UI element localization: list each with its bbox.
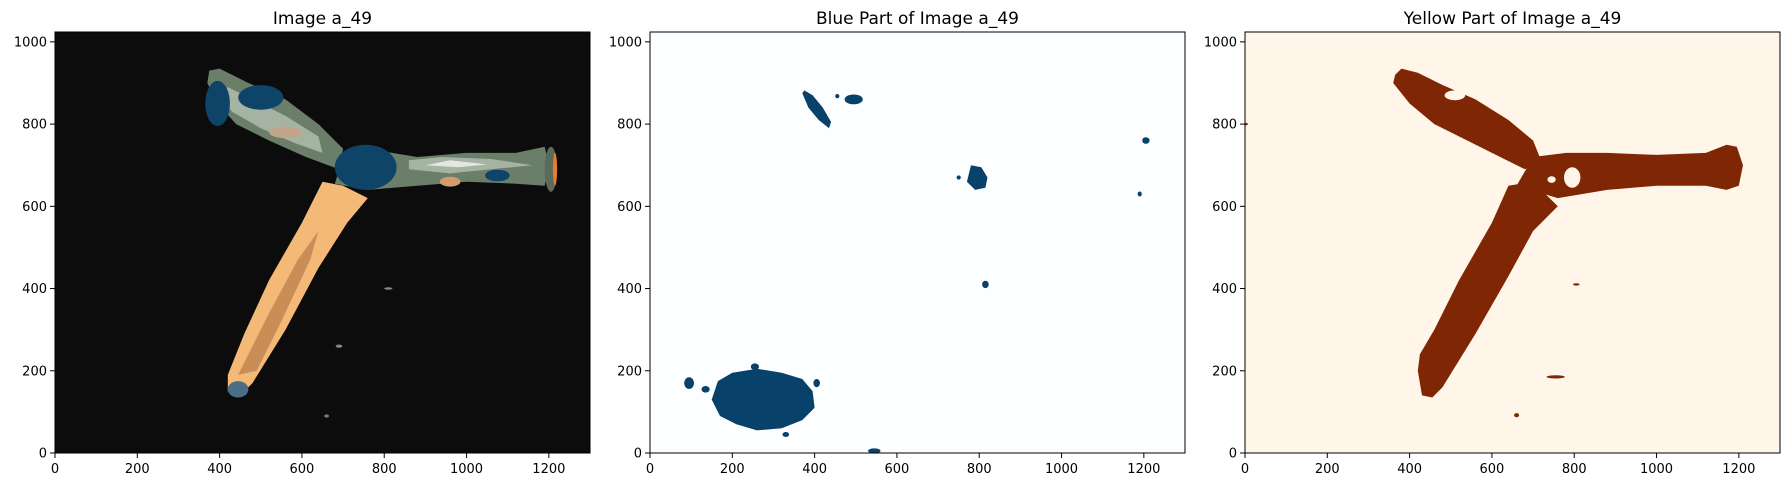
- blue-fleck: [750, 363, 760, 371]
- orange-edge: [552, 152, 558, 186]
- y-tick-label: 1000: [1204, 35, 1237, 50]
- mask-upper-blade: [1417, 181, 1558, 398]
- blue-fleck: [982, 280, 989, 289]
- x-tick-label: 800: [372, 462, 397, 477]
- y-tick-label: 400: [22, 282, 47, 297]
- blue-tip: [227, 381, 249, 398]
- speckle: [324, 414, 330, 418]
- mask-fleck: [1573, 283, 1580, 286]
- y-tick-label: 1000: [609, 35, 642, 50]
- mask-fleck: [1546, 375, 1565, 379]
- y-tick-label: 600: [22, 200, 47, 215]
- blue-region: [238, 85, 284, 110]
- blue-blob: [802, 90, 832, 129]
- mask-fleck: [1245, 122, 1248, 126]
- x-tick-label: 800: [1562, 462, 1587, 477]
- x-tick-label: 1200: [1127, 462, 1160, 477]
- blue-fleck: [868, 448, 881, 453]
- x-tick-label: 1000: [450, 462, 483, 477]
- blue-fleck: [813, 379, 820, 388]
- mask-content: [684, 90, 1150, 453]
- x-tick-label: 200: [720, 462, 745, 477]
- x-tick-label: 0: [51, 462, 59, 477]
- axis-ticks: 0 200 400 600 800 1000 1200 0 200 400 600 800 1000: [609, 35, 1160, 477]
- speckle: [384, 287, 393, 290]
- x-tick-label: 1000: [1045, 462, 1078, 477]
- y-tick-label: 200: [617, 364, 642, 379]
- y-tick-label: 400: [1212, 282, 1237, 297]
- x-tick-label: 0: [1241, 462, 1249, 477]
- blue-fleck: [701, 386, 710, 393]
- blue-blob-main: [711, 368, 815, 431]
- mask-lower-blade: [1393, 68, 1542, 170]
- blue-fleck: [1137, 191, 1142, 197]
- x-tick-label: 1200: [1722, 462, 1755, 477]
- mask-fleck: [1514, 413, 1520, 418]
- y-tick-label: 600: [617, 200, 642, 215]
- x-tick-label: 400: [802, 462, 827, 477]
- mask-hole: [1444, 90, 1466, 101]
- panel-title: Blue Part of Image a_49: [816, 9, 1019, 29]
- blue-blob: [966, 165, 988, 190]
- panel-title: Yellow Part of Image a_49: [1403, 9, 1622, 29]
- x-tick-label: 400: [207, 462, 232, 477]
- x-tick-label: 200: [125, 462, 150, 477]
- x-tick-label: 800: [967, 462, 992, 477]
- panel-yellow-part: Yellow Part of Image a_49 0 200 400 600 800 1…: [1204, 9, 1781, 477]
- panel-title: Image a_49: [273, 9, 372, 29]
- mask-hole: [1547, 176, 1556, 183]
- y-tick-label: 200: [1212, 364, 1237, 379]
- blue-region: [205, 80, 230, 127]
- y-tick-label: 600: [1212, 200, 1237, 215]
- x-tick-label: 1200: [532, 462, 565, 477]
- y-tick-label: 800: [617, 118, 642, 133]
- y-tick-label: 0: [1229, 447, 1237, 462]
- panel-blue-part: Blue Part of Image a_49 0 200 400 600 800 100…: [609, 9, 1186, 477]
- panel-original-image: Image a_49 0 200 400 600 800 1000 1200 0 200 400 6…: [14, 9, 591, 477]
- blue-fleck: [684, 377, 694, 389]
- x-tick-label: 200: [1315, 462, 1340, 477]
- blue-fleck: [835, 94, 840, 99]
- y-tick-label: 0: [39, 447, 47, 462]
- x-tick-label: 600: [1480, 462, 1505, 477]
- blue-fleck: [1142, 137, 1150, 144]
- x-tick-label: 600: [290, 462, 315, 477]
- x-tick-label: 400: [1397, 462, 1422, 477]
- tan-streak: [269, 126, 302, 139]
- pale-highlight: [425, 160, 488, 168]
- mask-content: [1245, 68, 1743, 418]
- axis-ticks: 0 200 400 600 800 1000 1200 0 200 400 600 800 1000: [14, 35, 565, 477]
- blue-region: [334, 144, 397, 190]
- x-tick-label: 0: [646, 462, 654, 477]
- y-tick-label: 400: [617, 282, 642, 297]
- y-tick-label: 200: [22, 364, 47, 379]
- mask-hole: [1564, 167, 1581, 188]
- x-tick-label: 600: [885, 462, 910, 477]
- axes-frame: [1244, 31, 1781, 454]
- speckle: [335, 344, 343, 348]
- axes-frame: [54, 31, 591, 454]
- blue-fleck: [956, 175, 961, 180]
- tan-streak: [439, 176, 461, 187]
- y-tick-label: 800: [1212, 118, 1237, 133]
- axes-frame: [649, 31, 1186, 454]
- axis-ticks: 0 200 400 600 800 1000 1200 0 200 400 600 800 1000: [1204, 35, 1755, 477]
- x-tick-label: 1000: [1640, 462, 1673, 477]
- y-tick-label: 0: [634, 447, 642, 462]
- y-tick-label: 1000: [14, 35, 47, 50]
- blue-region: [485, 169, 510, 182]
- blade-upper-shade: [238, 231, 319, 375]
- blue-fleck: [782, 432, 790, 437]
- blue-blob: [844, 94, 863, 105]
- y-tick-label: 800: [22, 118, 47, 133]
- image-content: [205, 68, 558, 418]
